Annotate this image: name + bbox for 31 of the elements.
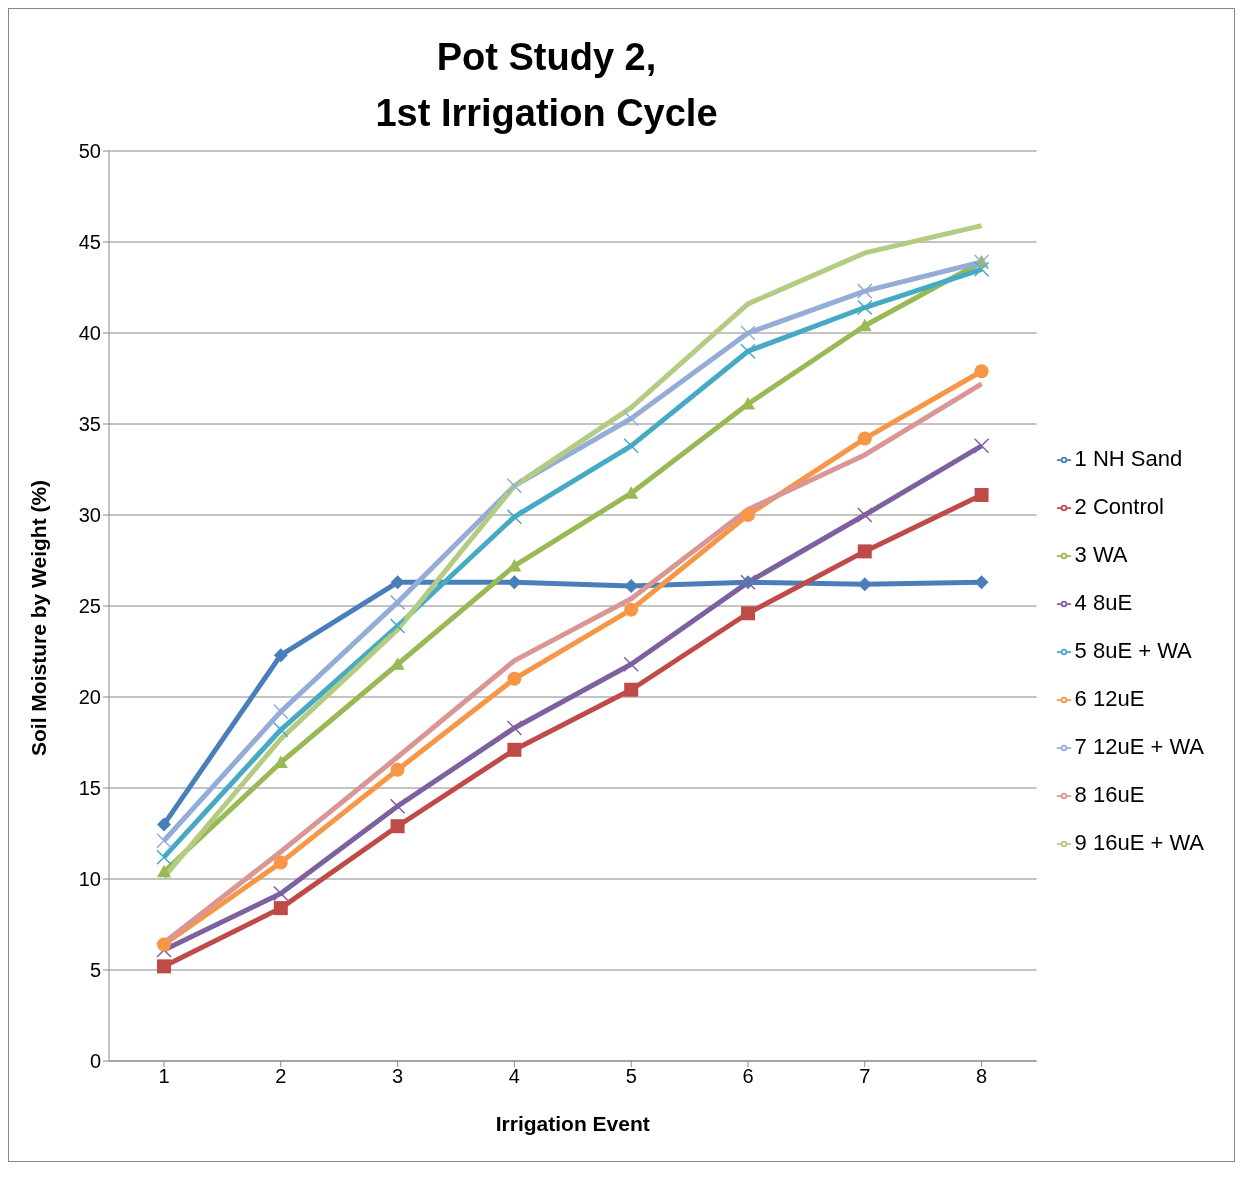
x-tick-label: 4 [508,1065,520,1088]
y-tick-label: 20 [78,686,101,709]
y-tick-label: 50 [78,140,101,163]
x-axis-title: Irrigation Event [495,1112,650,1135]
legend-label: 6 12uE [1074,686,1145,711]
y-tick-label: 30 [78,504,101,527]
legend-label: 2 Control [1074,494,1164,519]
legend-label: 9 16uE + WA [1074,830,1204,855]
y-tick-label: 10 [78,868,101,891]
legend-label: 4 8uE [1074,590,1133,615]
legend-label: 3 WA [1074,542,1128,567]
x-tick-label: 7 [859,1065,871,1088]
legend-label: 1 NH Sand [1074,446,1183,471]
y-tick-label: 15 [78,777,101,800]
y-tick-label: 40 [78,322,101,345]
legend-label: 5 8uE + WA [1074,638,1192,663]
x-tick-label: 6 [742,1065,754,1088]
y-tick-label: 5 [89,959,101,982]
legend-label: 7 12uE + WA [1074,734,1204,759]
y-tick-label: 0 [89,1050,101,1073]
x-tick-label: 8 [976,1065,988,1088]
x-tick-label: 3 [392,1065,404,1088]
x-tick-label: 5 [625,1065,637,1088]
y-axis-title: Soil Moisture by Weight (%) [27,479,51,756]
legend-label: 8 16uE [1074,782,1145,807]
chart-title: Pot Study 2, 1st Irrigation Cycle [374,35,719,136]
y-tick-label: 25 [78,595,101,618]
x-tick-label: 2 [275,1065,287,1088]
y-tick-label: 45 [78,231,101,254]
x-tick-label: 1 [158,1065,170,1088]
y-tick-label: 35 [78,413,101,436]
